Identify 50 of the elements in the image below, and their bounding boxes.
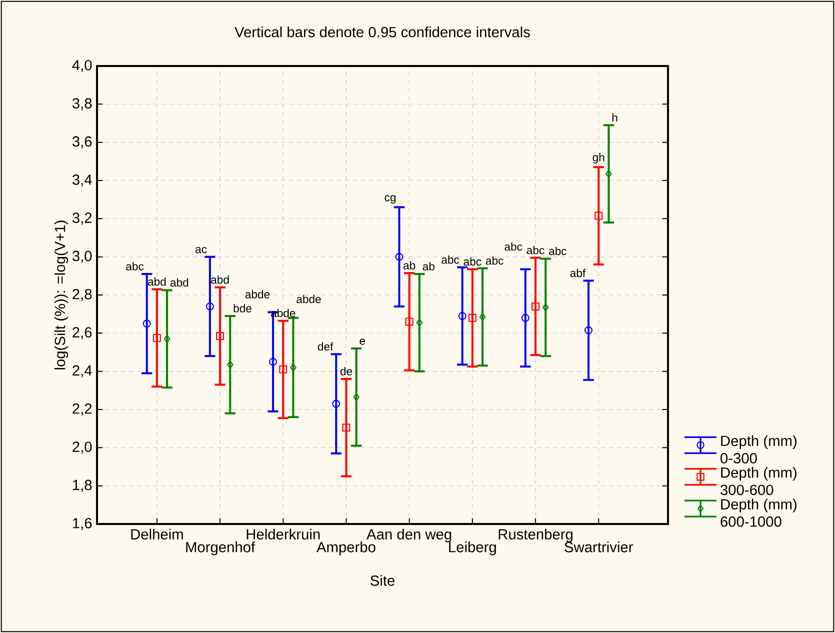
y-tick-label: 2,2 <box>72 403 92 416</box>
annotation: ab <box>404 261 416 270</box>
y-tick-label: 2,4 <box>72 365 92 378</box>
y-tick-label: 2,6 <box>72 327 92 340</box>
annotation: abc <box>549 246 567 256</box>
x-tick-label: Leiberg <box>449 542 496 556</box>
y-tick-label: 2,0 <box>72 442 92 454</box>
y-tick-label: 3,0 <box>72 250 92 263</box>
y-tick-label: 3,2 <box>72 212 92 225</box>
annotation: abc <box>442 255 460 264</box>
x-tick-label: Swartrivier <box>564 542 633 552</box>
legend-label: Depth (mm) 300-600 <box>720 467 796 496</box>
annotation: abc <box>526 246 544 254</box>
x-tick-label: Aan den weg <box>366 528 452 542</box>
annotation: ac <box>196 247 207 254</box>
annotation: abf <box>570 268 586 278</box>
x-tick-label: Helderkruin <box>246 528 320 540</box>
annotation: de <box>340 367 352 376</box>
x-tick-label: Morgenhof <box>186 542 256 556</box>
annotation: abc <box>486 256 504 265</box>
y-tick-label: 1,6 <box>73 518 92 530</box>
annotation: abde <box>296 294 321 304</box>
x-tick-label: Delheim <box>131 528 183 540</box>
y-tick-label: 2,8 <box>72 288 92 302</box>
y-axis-title: log(Silt (%)): =log(V+1) <box>54 220 68 370</box>
annotation: bde <box>234 304 252 312</box>
annotation: h <box>612 113 618 122</box>
legend-label: Depth (mm) 0-300 <box>720 435 796 464</box>
annotation: def <box>318 342 334 351</box>
annotation: abc <box>504 242 522 251</box>
annotation: cg <box>384 195 396 204</box>
y-tick-label: 3,6 <box>72 136 92 148</box>
annotation: abd <box>148 277 166 286</box>
annotation: gh <box>592 152 604 164</box>
annotation: abd <box>211 275 229 284</box>
annotation: abde <box>245 290 270 298</box>
y-tick-label: 1,8 <box>73 480 92 492</box>
annotation: ab <box>422 262 434 270</box>
y-tick-label: 4,0 <box>72 60 92 72</box>
y-tick-label: 3,8 <box>72 98 92 110</box>
y-tick-label: 3,4 <box>72 174 92 187</box>
annotation: abd <box>170 278 188 287</box>
x-tick-label: Amperbo <box>316 542 376 556</box>
annotation: e <box>360 338 366 345</box>
chart-title: Vertical bars denote 0.95 confidence intervals <box>234 26 530 38</box>
x-axis-title: Site <box>370 575 394 586</box>
annotation: abc <box>126 262 144 270</box>
legend-label: Depth (mm) 600-1000 <box>720 498 796 527</box>
x-tick-label: Rustenberg <box>498 528 572 542</box>
annotation: abc <box>464 257 482 266</box>
